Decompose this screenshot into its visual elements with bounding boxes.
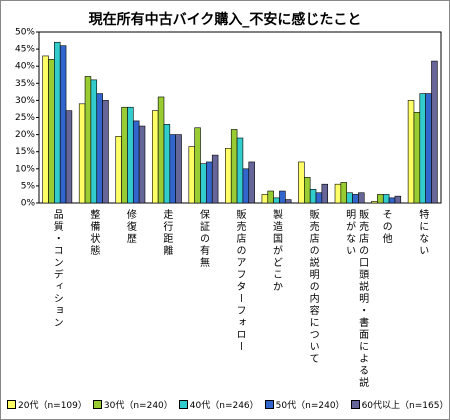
bar	[211, 154, 219, 204]
bar	[334, 183, 342, 204]
legend-item: 20代（n=109）	[7, 398, 87, 411]
y-tick-label: 50%	[15, 28, 35, 38]
bar	[425, 93, 432, 204]
legend: 20代（n=109） 30代（n=240） 40代（n=246） 50代（n=240）…	[7, 398, 449, 411]
bar	[188, 146, 195, 204]
bar	[419, 93, 426, 204]
bar	[431, 60, 438, 204]
bar	[169, 134, 176, 204]
x-tick-label: 販売店の口頭説明・書面による説明がない	[343, 209, 368, 389]
bar	[206, 161, 213, 204]
bar	[304, 177, 311, 204]
bar	[407, 100, 415, 204]
legend-label: 60代以上（n=165）	[361, 401, 449, 411]
bar	[96, 93, 103, 204]
x-tick-label: その他	[380, 209, 392, 245]
legend-label: 20代（n=109）	[18, 401, 87, 411]
bar	[248, 161, 255, 204]
bar	[377, 194, 384, 204]
legend-item: 50代（n=240）	[264, 398, 345, 411]
bar	[358, 192, 365, 204]
y-tick-label: 20%	[15, 130, 35, 140]
legend-swatch	[350, 400, 360, 409]
y-tick-label: 10%	[15, 164, 35, 174]
bar	[121, 106, 128, 204]
bar	[321, 183, 329, 204]
bar	[371, 200, 378, 204]
bar	[242, 168, 250, 204]
y-tick-label: 45%	[15, 45, 35, 55]
bar	[54, 41, 61, 204]
bar	[346, 192, 353, 204]
x-tick-label: 特にない	[416, 209, 428, 257]
y-tick-label: 30%	[15, 96, 35, 106]
y-tick-label: 0%	[21, 199, 36, 209]
bar	[132, 120, 140, 204]
bar	[225, 147, 232, 204]
x-tick-label: 品質・コンディション	[51, 209, 63, 329]
legend-swatch	[7, 400, 16, 409]
legend-label: 40代（n=246）	[189, 401, 259, 411]
bar	[59, 45, 67, 204]
legend-label: 50代（n=240）	[275, 401, 345, 411]
legend-swatch	[178, 400, 188, 409]
bar	[194, 127, 201, 204]
y-tick-label: 5%	[21, 181, 36, 191]
x-tick-label: 修復歴	[124, 209, 136, 245]
bar	[175, 134, 182, 204]
bar	[90, 79, 98, 204]
bar	[279, 190, 286, 204]
bar	[261, 194, 269, 204]
y-tick-label: 25%	[15, 113, 35, 123]
bar	[413, 112, 421, 204]
legend-item: 30代（n=240）	[92, 398, 173, 411]
legend-label: 30代（n=240）	[103, 401, 173, 411]
legend-item: 40代（n=246）	[178, 398, 259, 411]
x-tick-label: 販売店のアフターフォロー	[234, 209, 245, 353]
bar	[230, 129, 238, 204]
bar	[352, 194, 359, 204]
x-tick-label: 走行距離	[160, 209, 172, 257]
bar	[127, 106, 134, 204]
x-tick-label: 整備状態	[87, 209, 99, 257]
bar	[382, 194, 390, 204]
bar	[394, 195, 402, 204]
bar	[65, 110, 73, 204]
x-tick-label: 保証の有無	[197, 209, 209, 269]
bar	[388, 197, 396, 204]
bar	[298, 161, 305, 204]
bar	[138, 125, 146, 204]
chart-title: 現在所有中古バイク購入_不安に感じたこと	[88, 12, 362, 28]
bar	[48, 59, 55, 204]
bar	[200, 163, 207, 204]
bar	[315, 192, 323, 204]
bar	[273, 197, 280, 204]
bar	[285, 199, 292, 204]
bar	[163, 124, 171, 204]
bar	[78, 103, 86, 204]
x-tick-label: 販売店の説明の内容について	[307, 209, 319, 365]
x-tick-label: 製造国がどこか	[270, 209, 282, 293]
legend-swatch	[92, 400, 102, 409]
bar	[115, 136, 122, 204]
bar	[236, 137, 244, 204]
y-tick-label: 35%	[15, 79, 35, 89]
legend-swatch	[264, 400, 274, 409]
y-tick-label: 40%	[15, 62, 35, 72]
bar	[267, 190, 274, 204]
bar	[42, 55, 49, 204]
y-tick-label: 15%	[15, 147, 35, 157]
bar	[309, 189, 317, 204]
bar	[340, 182, 348, 204]
legend-item: 60代以上（n=165）	[350, 398, 449, 411]
bar	[102, 100, 109, 204]
bar	[84, 76, 92, 204]
bar	[157, 96, 165, 204]
bar	[151, 110, 159, 204]
